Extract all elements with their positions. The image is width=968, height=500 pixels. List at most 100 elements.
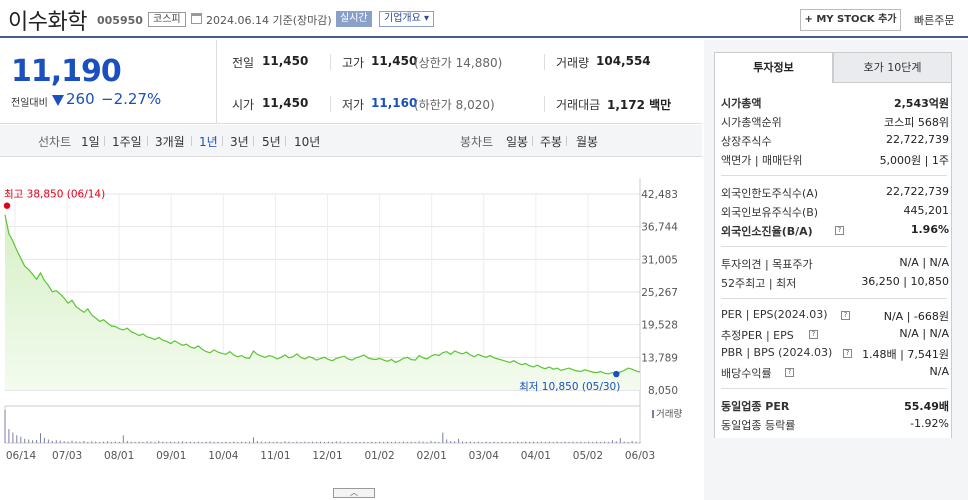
- x-tick-label: 03/04: [469, 450, 500, 462]
- info-label[interactable]: 동일업종 등락률: [721, 419, 796, 432]
- x-tick-label: 09/01: [156, 450, 186, 462]
- realtime-button[interactable]: 실시간: [336, 11, 372, 27]
- volume-value: 104,554: [596, 54, 651, 68]
- volume-chart-label: 거래량: [656, 408, 682, 420]
- tab-1week[interactable]: 1주일: [112, 135, 142, 149]
- info-label[interactable]: 동일업종 PER: [721, 400, 790, 413]
- price-line: [4, 214, 641, 375]
- change-rate: −2.27%: [101, 90, 162, 108]
- info-row: 추정PER | EPS? N/A | N/A: [721, 327, 949, 344]
- info-label: 추정PER | EPS: [721, 329, 794, 342]
- tab-divider: [566, 136, 567, 146]
- low-value: 11,160: [371, 96, 418, 110]
- y-tick-label: 19,528: [641, 320, 678, 332]
- info-label: PER | EPS(2024.03): [721, 308, 828, 321]
- y-tick-label: 13,789: [641, 352, 678, 364]
- info-label: 투자의견 | 목표주가: [721, 258, 813, 271]
- invest-info-box: 시가총액 2,543억원 시가총액순위 코스피 568위 상장주식수 22,722,7…: [714, 83, 952, 438]
- info-value: 22,722,739: [886, 133, 949, 146]
- x-tick-label: 10/04: [208, 450, 239, 462]
- x-tick-label: 02/01: [417, 450, 447, 462]
- info-value: N/A | -668원: [883, 310, 949, 323]
- info-label: 상장주식수: [721, 135, 772, 148]
- add-mystock-button[interactable]: + MY STOCK 추가: [800, 9, 901, 31]
- info-label: 52주최고 | 최저: [721, 277, 797, 290]
- lower-limit: (하한가 8,020): [414, 98, 495, 112]
- help-icon[interactable]: ?: [785, 368, 794, 377]
- info-label: 시가총액순위: [721, 116, 782, 129]
- info-row: 외국인소진율(B/A)? 1.96%: [721, 223, 949, 240]
- help-icon[interactable]: ?: [841, 311, 850, 320]
- info-row: PER | EPS(2024.03)? N/A | -668원: [721, 308, 949, 325]
- price-chart[interactable]: 42,483 36,744 31,005 25,267 19,528 13,789 8,05…: [0, 158, 702, 498]
- x-tick-label: 06/14: [6, 450, 37, 462]
- info-row: 상장주식수 22,722,739: [721, 133, 949, 150]
- info-value: N/A | N/A: [899, 256, 949, 269]
- tab-divider: [191, 136, 192, 146]
- stock-header: 이수화학 005950 코스피 2024.06.14 기준(장마감) 실시간 기…: [0, 0, 968, 38]
- info-value: -1.92%: [910, 417, 949, 430]
- tab-10year[interactable]: 10년: [294, 135, 321, 149]
- open-value: 11,450: [262, 96, 309, 110]
- info-row: PBR | BPS (2024.03)? 1.48배 | 7,541원: [721, 346, 949, 363]
- divider: [330, 96, 331, 112]
- info-value: 코스피 568위: [884, 116, 949, 129]
- change-label: 전일대비: [11, 98, 48, 109]
- info-value: 1.96%: [910, 223, 949, 236]
- help-icon[interactable]: ?: [843, 349, 852, 358]
- help-icon[interactable]: ?: [809, 330, 818, 339]
- price-summary: 11,190 전일대비 260 −2.27% 전일 11,450 고가 11,4…: [0, 40, 702, 124]
- tab-daily[interactable]: 일봉: [506, 135, 529, 149]
- amount-value: 1,172 백만: [607, 98, 672, 112]
- quick-order-link[interactable]: 빠른주문: [914, 14, 955, 27]
- tab-divider: [532, 136, 533, 146]
- info-label: PBR | BPS (2024.03): [721, 346, 833, 359]
- volume-label: 거래량: [556, 56, 590, 70]
- tab-divider: [285, 136, 286, 146]
- divider: [544, 54, 545, 70]
- y-tick-label: 42,483: [641, 189, 678, 201]
- info-row: 배당수익률? N/A: [721, 365, 949, 382]
- info-row: 52주최고 | 최저 36,250 | 10,850: [721, 275, 949, 292]
- x-tick-label: 08/01: [104, 450, 134, 462]
- y-tick-label: 31,005: [641, 254, 678, 266]
- y-tick-label: 36,744: [641, 222, 678, 234]
- market-badge: 코스피: [148, 12, 186, 27]
- collapse-chart-button[interactable]: ︿: [333, 488, 375, 498]
- tab-divider: [253, 136, 254, 146]
- stock-name: 이수화학: [8, 10, 87, 35]
- info-label: 액면가 | 매매단위: [721, 154, 803, 167]
- info-row: 시가총액 2,543억원: [721, 95, 949, 112]
- divider: [544, 96, 545, 112]
- tab-weekly[interactable]: 주봉: [540, 135, 563, 149]
- tab-1day[interactable]: 1일: [81, 135, 100, 149]
- info-row: 투자의견 | 목표주가 N/A | N/A: [721, 256, 949, 273]
- tab-3year[interactable]: 3년: [230, 135, 249, 149]
- tab-invest-info[interactable]: 투자정보: [714, 52, 833, 83]
- tab-3month[interactable]: 3개월: [155, 135, 185, 149]
- x-tick-label: 04/01: [521, 450, 551, 462]
- help-icon[interactable]: ?: [835, 226, 844, 235]
- y-tick-label: 25,267: [641, 287, 678, 299]
- company-overview-dropdown[interactable]: 기업개요 ▾: [379, 11, 434, 27]
- tab-monthly[interactable]: 월봉: [576, 135, 599, 149]
- info-label: 외국인소진율(B/A): [721, 225, 813, 238]
- info-row: 시가총액순위 코스피 568위: [721, 114, 949, 131]
- section-divider: [721, 175, 947, 176]
- info-label: 외국인한도주식수(A): [721, 187, 819, 200]
- tab-1year[interactable]: 1년: [199, 135, 218, 149]
- tab-order-book[interactable]: 호가 10단계: [833, 52, 952, 83]
- prev-close-label: 전일: [232, 56, 255, 70]
- upper-limit: (상한가 14,880): [414, 56, 503, 70]
- as-of-date: 2024.06.14 기준(장마감): [206, 14, 332, 27]
- info-value: 55.49배: [904, 400, 949, 413]
- info-row: 동일업종 PER 55.49배: [721, 398, 949, 415]
- info-value: 1.48배 | 7,541원: [862, 348, 949, 361]
- x-tick-label: 05/02: [573, 450, 603, 462]
- high-value: 11,450: [371, 54, 418, 68]
- price-area: [5, 214, 640, 390]
- invest-info-panel: 투자정보 호가 10단계 시가총액 2,543억원 시가총액순위 코스피 568위 …: [704, 40, 968, 500]
- max-annotation: 최고 38,850 (06/14): [4, 189, 105, 201]
- candle-chart-label: 봉차트: [460, 135, 494, 149]
- tab-5year[interactable]: 5년: [262, 135, 281, 149]
